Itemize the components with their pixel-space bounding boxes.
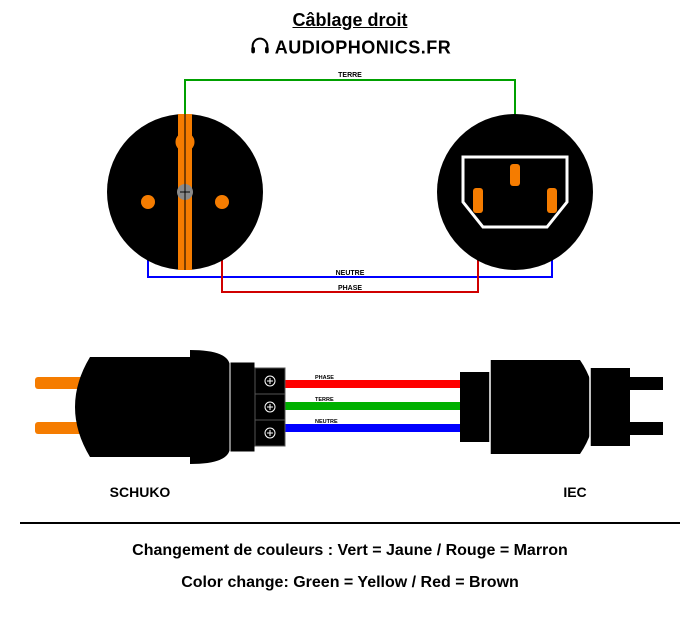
schuko-label: SCHUKO	[110, 484, 171, 500]
side-cable-diagram: PHASE TERRE NEUTRE SCHUKO IEC	[20, 322, 680, 512]
footer-fr: Changement de couleurs : Vert = Jaune / …	[0, 542, 700, 560]
page-title: Câblage droit	[0, 10, 700, 31]
iec-label: IEC	[563, 484, 586, 500]
top-wiring-diagram: TERRE NEUTRE PHASE	[30, 62, 670, 322]
divider	[20, 522, 680, 524]
headphone-icon	[249, 35, 271, 62]
brand-text: AUDIOPHONICS.FR	[275, 37, 452, 57]
schuko-side	[35, 350, 285, 464]
iec-side	[460, 360, 663, 454]
brand-logo: AUDIOPHONICS.FR	[0, 35, 700, 62]
phase-label: PHASE	[338, 285, 362, 292]
cable-terre-label: TERRE	[315, 397, 334, 403]
cable-phase-label: PHASE	[315, 375, 334, 381]
neutre-label: NEUTRE	[336, 270, 365, 277]
schuko-face	[107, 114, 263, 270]
terre-label: TERRE	[338, 72, 362, 79]
iec-face	[437, 114, 593, 270]
cable-neutre-label: NEUTRE	[315, 419, 338, 425]
footer-en: Color change: Green = Yellow / Red = Bro…	[0, 574, 700, 592]
